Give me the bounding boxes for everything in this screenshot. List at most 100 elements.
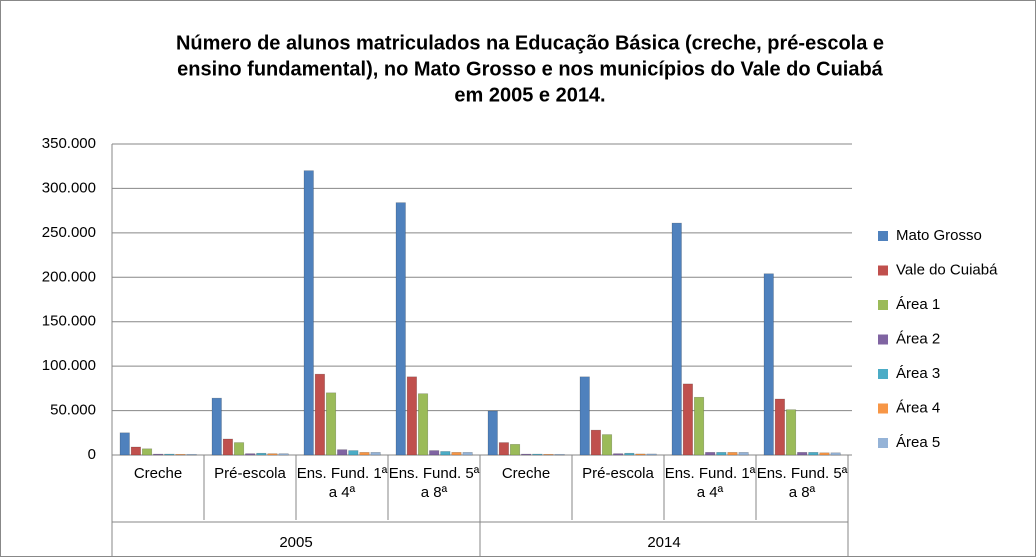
bar bbox=[245, 453, 256, 456]
x-tick-label-box: Ens. Fund. 5ª a 8ª bbox=[756, 465, 848, 501]
legend-swatch bbox=[878, 265, 888, 276]
x-tick-label: Ens. Fund. 1ª a 4ª bbox=[664, 465, 756, 501]
bar bbox=[613, 453, 624, 456]
bar bbox=[395, 202, 406, 456]
bar bbox=[337, 449, 348, 456]
bar bbox=[141, 448, 153, 456]
bar bbox=[370, 452, 381, 456]
x-tick-label: Pré-escola bbox=[582, 465, 654, 482]
x-tick-label: Creche bbox=[501, 465, 551, 482]
chart-title: em 2005 e 2014. bbox=[454, 84, 605, 106]
bar bbox=[590, 429, 601, 456]
x-tick-label-box: Creche bbox=[133, 465, 183, 482]
bar bbox=[716, 452, 727, 456]
x-tick-label-box: Creche bbox=[501, 465, 551, 482]
bar bbox=[830, 452, 841, 456]
bar bbox=[693, 396, 705, 456]
bar bbox=[175, 453, 186, 456]
bar bbox=[532, 453, 543, 456]
bar bbox=[211, 397, 222, 456]
y-tick-label: 250.000 bbox=[42, 224, 96, 241]
bar bbox=[164, 453, 175, 456]
legend-swatch bbox=[878, 334, 888, 345]
x-tick-label-box: Pré-escola bbox=[214, 465, 286, 482]
bar bbox=[819, 452, 830, 456]
bar bbox=[554, 453, 565, 456]
bar bbox=[727, 452, 738, 456]
bar bbox=[635, 453, 646, 456]
chart-title: ensino fundamental), no Mato Grosso e no… bbox=[177, 58, 884, 80]
legend-label: Área 4 bbox=[896, 399, 940, 416]
x-tick-label: Creche bbox=[133, 465, 183, 482]
bar bbox=[521, 453, 532, 456]
legend-label: Vale do Cuiabá bbox=[896, 261, 998, 278]
y-tick-label: 100.000 bbox=[42, 357, 96, 374]
bar bbox=[682, 383, 693, 456]
x-tick-label: Ens. Fund. 5ª a 8ª bbox=[388, 465, 480, 501]
bar bbox=[763, 273, 774, 456]
bar bbox=[624, 452, 635, 456]
bar bbox=[278, 453, 289, 456]
legend-swatch bbox=[878, 438, 888, 448]
bar bbox=[738, 452, 749, 456]
bar bbox=[808, 452, 819, 456]
bar bbox=[498, 442, 509, 456]
bar bbox=[509, 444, 521, 456]
bar bbox=[462, 452, 473, 456]
bar bbox=[303, 170, 314, 456]
bar bbox=[774, 398, 785, 456]
bar bbox=[267, 453, 278, 456]
bar bbox=[314, 373, 325, 456]
bar bbox=[417, 393, 429, 456]
bar bbox=[186, 453, 197, 456]
legend-swatch bbox=[878, 231, 888, 241]
bar bbox=[440, 451, 451, 456]
legend-label: Área 1 bbox=[896, 296, 940, 313]
bar bbox=[429, 450, 440, 456]
legend-label: Área 5 bbox=[896, 434, 940, 451]
bar bbox=[601, 434, 613, 456]
y-tick-label: 0 bbox=[88, 446, 96, 463]
bar bbox=[451, 452, 462, 456]
x-tick-label-box: Ens. Fund. 1ª a 4ª bbox=[664, 465, 756, 501]
bar bbox=[646, 453, 657, 456]
x-tick-label: Ens. Fund. 5ª a 8ª bbox=[756, 465, 848, 501]
group-label: 2005 bbox=[279, 534, 312, 551]
legend-swatch bbox=[878, 403, 888, 414]
bar bbox=[487, 410, 498, 456]
bar bbox=[119, 432, 130, 456]
legend-swatch bbox=[878, 300, 888, 310]
x-tick-label: Pré-escola bbox=[214, 465, 286, 482]
x-tick-label-box: Pré-escola bbox=[582, 465, 654, 482]
bar bbox=[325, 392, 337, 456]
y-tick-label: 200.000 bbox=[42, 268, 96, 285]
y-tick-label: 50.000 bbox=[50, 402, 96, 419]
bar bbox=[543, 453, 554, 456]
bar bbox=[705, 452, 716, 456]
bar bbox=[233, 442, 245, 456]
bar bbox=[153, 453, 164, 456]
legend-swatch bbox=[878, 369, 888, 379]
bar bbox=[130, 446, 141, 456]
bar bbox=[579, 376, 590, 456]
legend-label: Área 2 bbox=[896, 330, 940, 347]
x-tick-label-box: Ens. Fund. 1ª a 4ª bbox=[296, 465, 388, 501]
bar bbox=[256, 452, 267, 456]
group-label: 2014 bbox=[647, 534, 680, 551]
bar bbox=[785, 409, 797, 456]
x-tick-label-box: Ens. Fund. 5ª a 8ª bbox=[388, 465, 480, 501]
bar bbox=[359, 452, 370, 456]
bar bbox=[797, 452, 808, 456]
x-tick-label: Ens. Fund. 1ª a 4ª bbox=[296, 465, 388, 501]
bar bbox=[406, 376, 417, 456]
bar bbox=[671, 222, 682, 456]
y-tick-label: 350.000 bbox=[42, 135, 96, 152]
bar bbox=[222, 438, 233, 456]
y-tick-label: 300.000 bbox=[42, 179, 96, 196]
y-tick-label: 150.000 bbox=[42, 313, 96, 330]
legend-label: Mato Grosso bbox=[896, 227, 982, 244]
bar bbox=[348, 450, 359, 456]
chart-title: Número de alunos matriculados na Educaçã… bbox=[176, 32, 884, 54]
